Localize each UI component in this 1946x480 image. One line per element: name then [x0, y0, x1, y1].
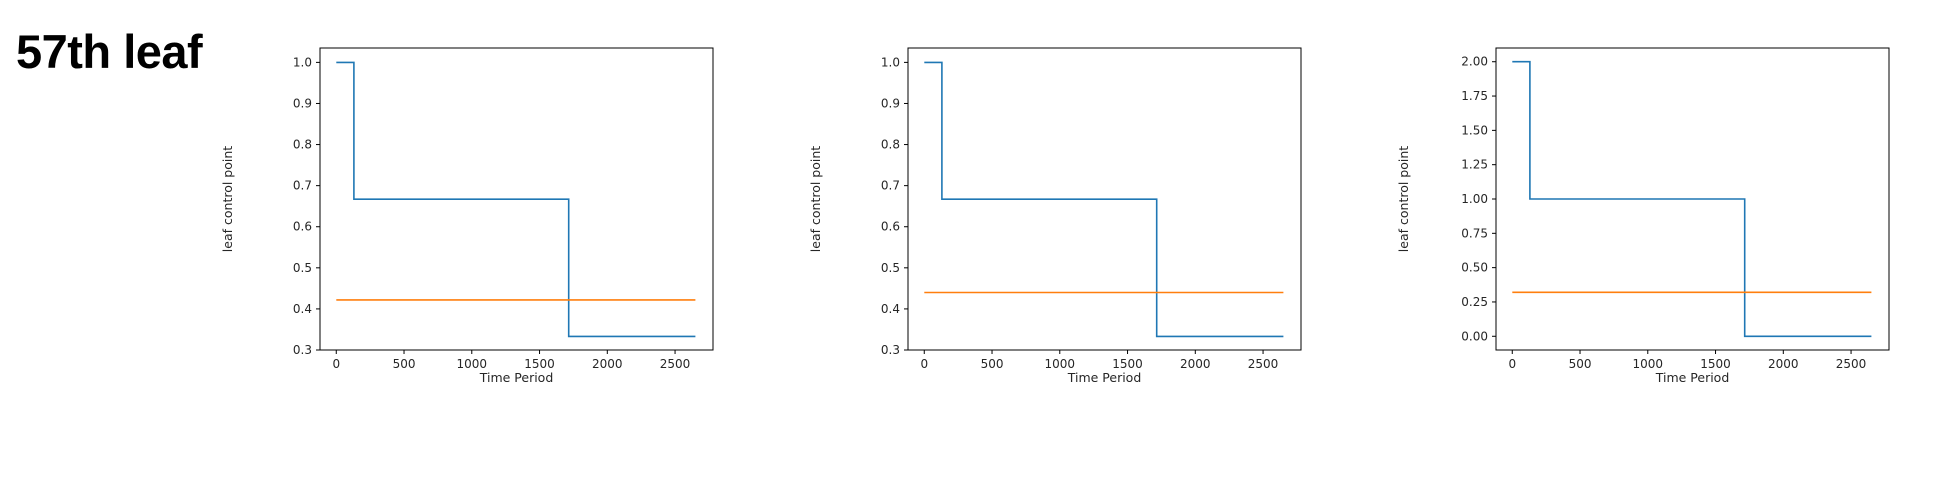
y-tick-label: 0.5: [881, 261, 900, 275]
x-axis-label: Time Period: [1067, 370, 1142, 385]
x-tick-label: 500: [981, 357, 1004, 371]
x-tick-label: 2000: [592, 357, 623, 371]
y-tick-label: 0.4: [293, 302, 312, 316]
leaf-chart-1: 0 500 1000 1500 2000 2500 0.3 0.4 0.5 0.6 0.7 0.8 0.…: [220, 36, 720, 396]
chart-svg: 0 500 1000 1500 2000 2500 0.3 0.4 0.5 0.6 0.7 0.8 0.…: [808, 47, 1302, 385]
step-series-line: [336, 61, 696, 338]
page-title: 57th leaf: [16, 25, 203, 78]
y-tick-label: 0.9: [881, 96, 900, 110]
y-tick-label: 0.7: [881, 179, 900, 193]
step-series-line: [924, 61, 1284, 338]
x-tick-label: 2500: [1248, 357, 1279, 371]
x-tick-label: 1000: [457, 357, 488, 371]
x-tick-label: 2000: [1180, 357, 1211, 371]
x-tick-label: 1500: [1700, 357, 1731, 371]
y-tick-label: 0.3: [293, 343, 312, 357]
y-tick-label: 0.8: [881, 138, 900, 152]
y-tick-label: 0.50: [1461, 261, 1488, 275]
y-tick-label: 1.0: [881, 55, 900, 69]
y-tick-label: 0.8: [293, 138, 312, 152]
x-tick-label: 0: [332, 357, 340, 371]
y-tick-label: 0.00: [1461, 329, 1488, 343]
y-tick-label: 0.3: [881, 343, 900, 357]
x-axis-label: Time Period: [479, 370, 554, 385]
y-tick-label: 1.0: [293, 55, 312, 69]
y-axis-label: leaf control point: [808, 146, 823, 252]
y-tick-label: 0.5: [293, 261, 312, 275]
y-tick-label: 0.7: [293, 179, 312, 193]
y-tick-label: 2.00: [1461, 55, 1488, 69]
leaf-chart-3: 0 500 1000 1500 2000 2500 0.00 0.25 0.50 0.75 1.00…: [1396, 36, 1896, 396]
y-tick-label: 1.00: [1461, 192, 1488, 206]
plot-frame: [319, 47, 714, 351]
x-tick-label: 2000: [1768, 357, 1799, 371]
chart-svg: 0 500 1000 1500 2000 2500 0.3 0.4 0.5 0.6 0.7 0.8 0.…: [220, 47, 714, 385]
x-tick-label: 0: [920, 357, 928, 371]
plot-frame: [907, 47, 1302, 351]
x-tick-label: 1000: [1045, 357, 1076, 371]
y-tick-label: 0.6: [293, 220, 312, 234]
step-series-line: [1512, 60, 1872, 338]
y-tick-label: 0.75: [1461, 226, 1488, 240]
y-tick-label: 0.9: [293, 96, 312, 110]
x-tick-label: 1500: [1112, 357, 1143, 371]
x-tick-label: 2500: [660, 357, 691, 371]
x-tick-label: 500: [1569, 357, 1592, 371]
y-axis-label: leaf control point: [220, 146, 235, 252]
x-tick-label: 0: [1508, 357, 1516, 371]
y-tick-label: 1.25: [1461, 158, 1488, 172]
y-tick-label: 1.75: [1461, 89, 1488, 103]
y-tick-label: 0.4: [881, 302, 900, 316]
x-tick-label: 1500: [524, 357, 555, 371]
x-tick-label: 2500: [1836, 357, 1867, 371]
y-axis-label: leaf control point: [1396, 146, 1411, 252]
leaf-chart-2: 0 500 1000 1500 2000 2500 0.3 0.4 0.5 0.6 0.7 0.8 0.…: [808, 36, 1308, 396]
y-tick-label: 1.50: [1461, 123, 1488, 137]
chart-svg: 0 500 1000 1500 2000 2500 0.00 0.25 0.50 0.75 1.00…: [1396, 47, 1890, 385]
y-tick-label: 0.25: [1461, 295, 1488, 309]
x-tick-label: 500: [393, 357, 416, 371]
x-tick-label: 1000: [1633, 357, 1664, 371]
x-axis-label: Time Period: [1655, 370, 1730, 385]
y-tick-label: 0.6: [881, 220, 900, 234]
